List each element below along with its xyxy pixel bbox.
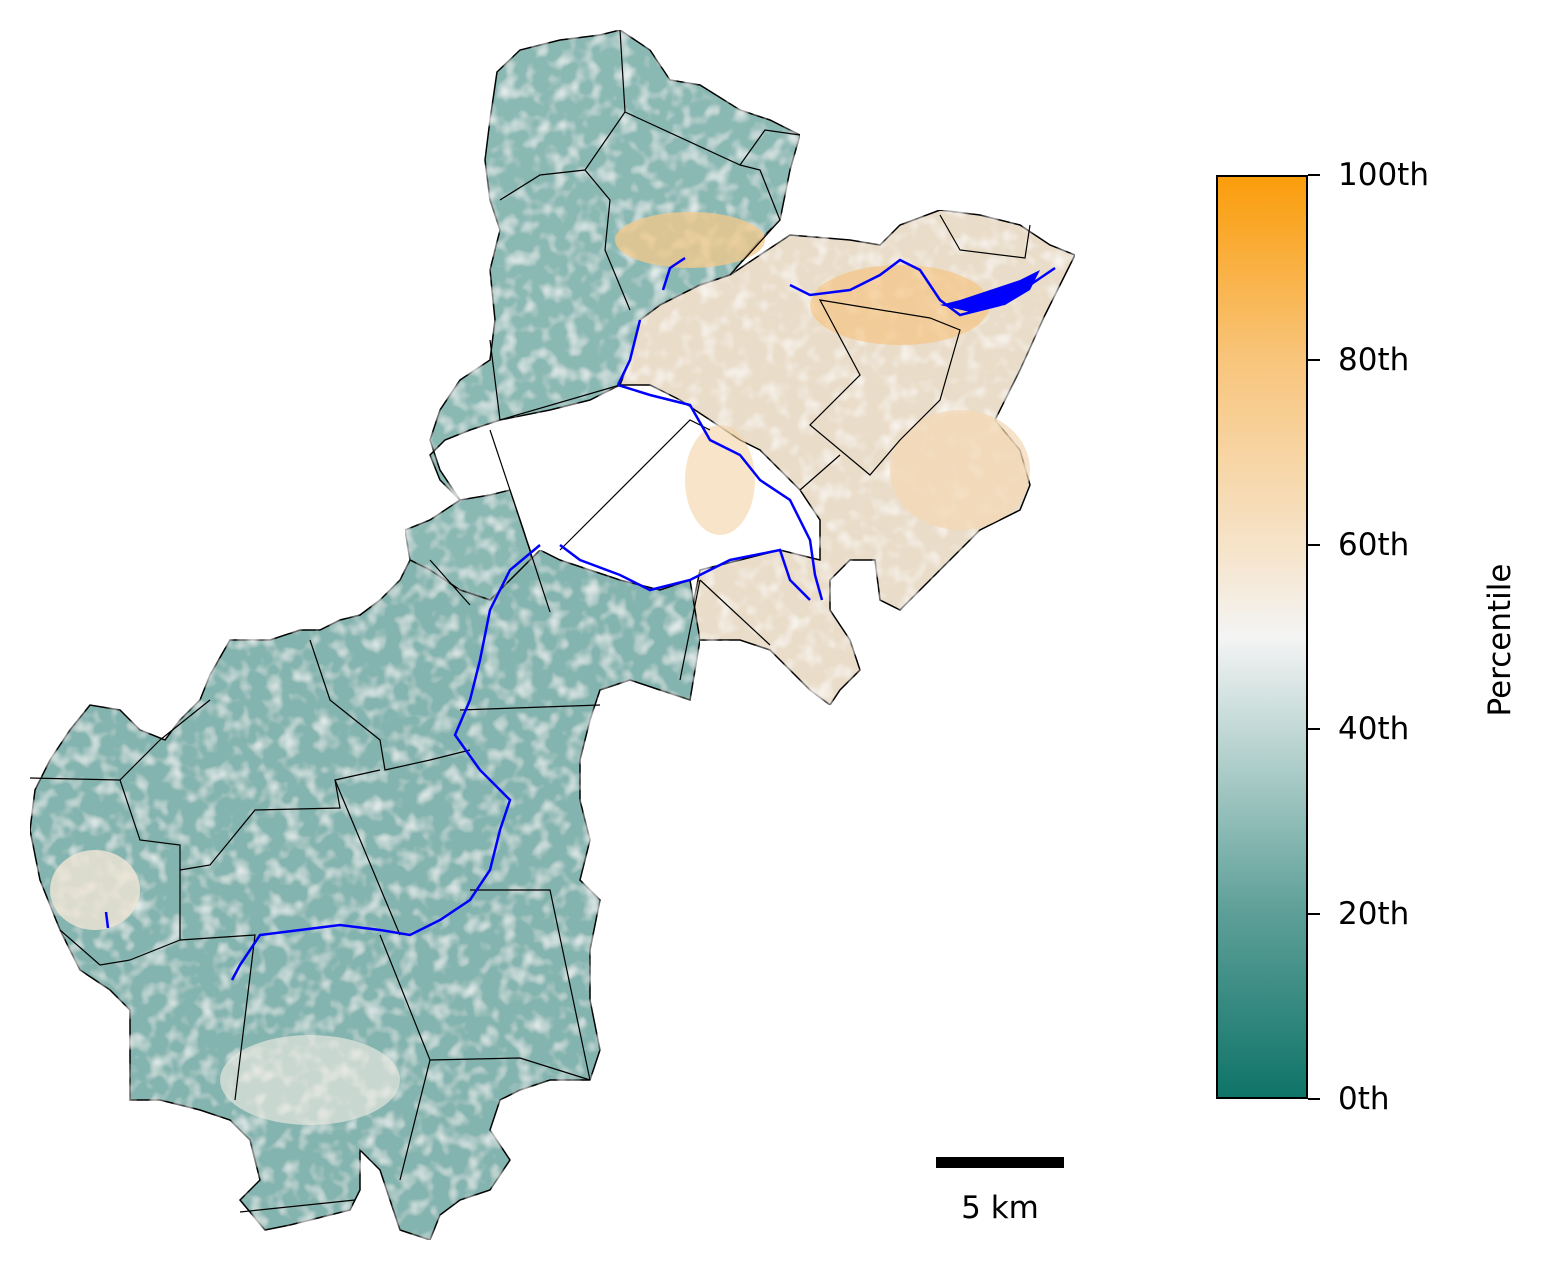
estuary-water: [940, 270, 1040, 312]
colorbar-tick-label: 60th: [1338, 526, 1410, 563]
region-north-lobe: [404, 29, 801, 611]
hotspot-east: [810, 265, 990, 345]
region-south-body: [29, 549, 701, 1241]
colorbar-tick: [1308, 174, 1320, 176]
colorbar-tick-label: 40th: [1338, 711, 1410, 748]
river-stub-west: [104, 911, 110, 929]
district-boundaries: [29, 29, 1031, 1213]
hotspot-central: [685, 425, 755, 535]
colorbar-tick: [1308, 728, 1320, 731]
colorbar-tick-label: 0th: [1338, 1081, 1390, 1117]
colorbar-tick-label: 100th: [1338, 157, 1429, 193]
hotspot-south: [220, 1035, 400, 1125]
colorbar-tick-label: 80th: [1338, 341, 1410, 378]
hotspot-east-south: [890, 410, 1030, 530]
colorbar-tick: [1308, 358, 1320, 361]
colorbar-tick: [1308, 543, 1320, 546]
colorbar-tick-label: 20th: [1338, 896, 1410, 933]
colorbar: [1216, 175, 1308, 1099]
scale-bar: [936, 1157, 1064, 1168]
colorbar-title: Percentile: [1482, 563, 1518, 717]
scale-bar-label: 5 km: [961, 1190, 1039, 1226]
hotspot-north: [615, 212, 765, 268]
colorbar-tick: [1308, 913, 1320, 916]
colorbar-tick: [1308, 1098, 1320, 1100]
hotspot-west: [50, 850, 140, 930]
